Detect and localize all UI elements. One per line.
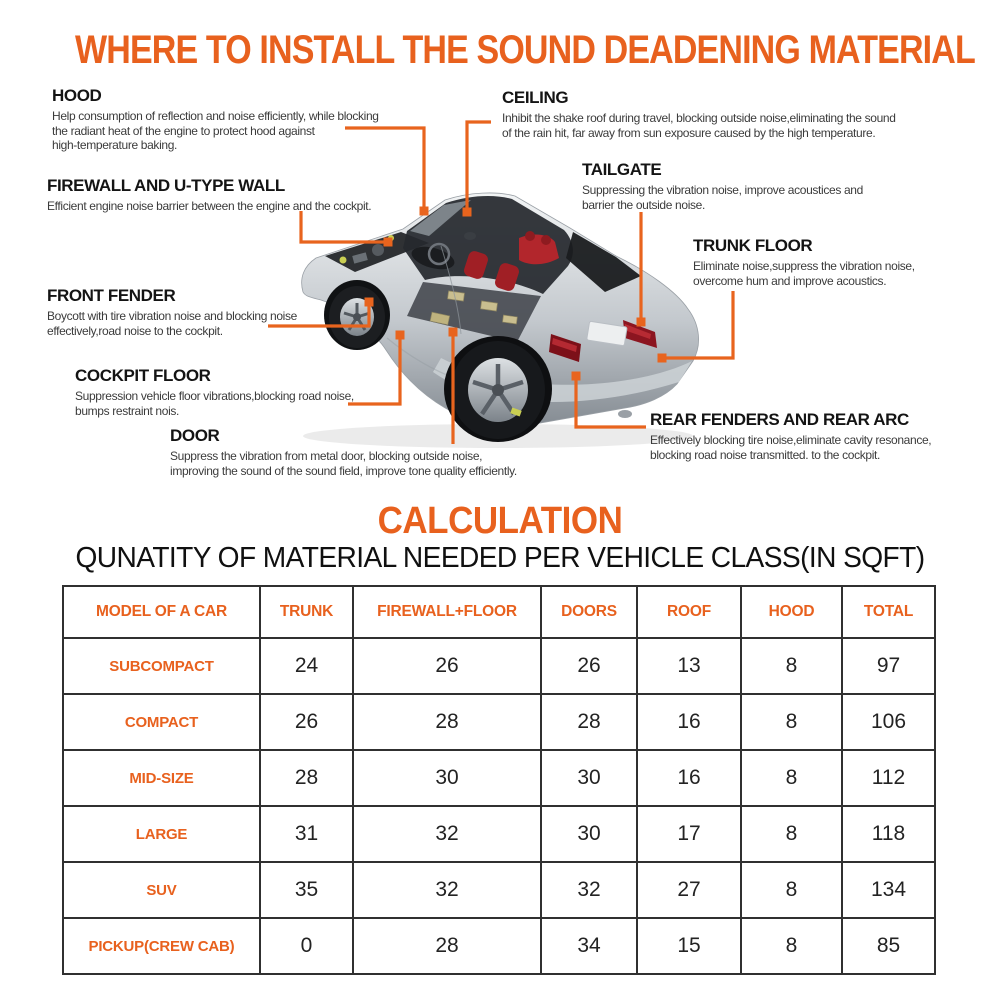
car-floor-cutaway bbox=[407, 282, 541, 342]
table-row: SUV 35 32 32 27 8 134 bbox=[62, 861, 936, 919]
annotation-door-description: Suppress the vibration from metal door, … bbox=[170, 449, 517, 478]
header-doors: DOORS bbox=[540, 585, 638, 639]
car-side-mirror bbox=[464, 232, 476, 240]
row-model: MID-SIZE bbox=[62, 749, 261, 807]
cell-roof: 16 bbox=[636, 749, 742, 807]
annotation-hood: HOOD Help consumption of reflection and … bbox=[52, 86, 379, 153]
page-title: WHERE TO INSTALL THE SOUND DEADENING MAT… bbox=[75, 28, 976, 72]
annotation-tailgate-label: TAILGATE bbox=[582, 160, 662, 179]
annotation-firewall-description: Efficient engine noise barrier between t… bbox=[47, 199, 372, 213]
annotation-trunk-floor: TRUNK FLOOR Eliminate noise,suppress the… bbox=[693, 236, 915, 288]
cell-hood: 8 bbox=[740, 917, 843, 975]
cell-firewall-floor: 32 bbox=[352, 861, 542, 919]
cell-trunk: 28 bbox=[259, 749, 354, 807]
cell-doors: 34 bbox=[540, 917, 638, 975]
annotation-ceiling-label: CEILING bbox=[502, 88, 569, 107]
table-row: SUBCOMPACT 24 26 26 13 8 97 bbox=[62, 637, 936, 695]
cell-roof: 27 bbox=[636, 861, 742, 919]
car-front-wheel bbox=[324, 280, 390, 350]
annotation-trunk-floor-description: Eliminate noise,suppress the vibration n… bbox=[693, 259, 915, 288]
annotation-front-fender-description: Boycott with tire vibration noise and bl… bbox=[47, 309, 297, 338]
table-row: PICKUP(CREW CAB) 0 28 34 15 8 85 bbox=[62, 917, 936, 975]
annotation-ceiling: CEILING Inhibit the shake roof during tr… bbox=[502, 88, 896, 140]
car-rear-wheel bbox=[444, 336, 552, 442]
header-firewall-floor: FIREWALL+FLOOR bbox=[352, 585, 542, 639]
row-model: SUV bbox=[62, 861, 261, 919]
cell-hood: 8 bbox=[740, 861, 843, 919]
annotation-rear-fenders: REAR FENDERS AND REAR ARC Effectively bl… bbox=[650, 410, 932, 462]
annotation-tailgate-description: Suppressing the vibration noise, improve… bbox=[582, 183, 863, 212]
annotation-cockpit-floor-label: COCKPIT FLOOR bbox=[75, 366, 211, 385]
quantity-table: MODEL OF A CAR TRUNK FIREWALL+FLOOR DOOR… bbox=[62, 585, 936, 975]
cell-doors: 28 bbox=[540, 693, 638, 751]
cell-firewall-floor: 30 bbox=[352, 749, 542, 807]
cell-trunk: 31 bbox=[259, 805, 354, 863]
cell-total: 112 bbox=[841, 749, 936, 807]
annotation-rear-fenders-label: REAR FENDERS AND REAR ARC bbox=[650, 410, 909, 429]
annotation-firewall: FIREWALL AND U-TYPE WALL Efficient engin… bbox=[47, 176, 372, 214]
car-trunk-opening bbox=[566, 232, 641, 292]
car-engine-bay bbox=[325, 232, 429, 272]
cell-hood: 8 bbox=[740, 805, 843, 863]
cell-firewall-floor: 32 bbox=[352, 805, 542, 863]
table-row: LARGE 31 32 30 17 8 118 bbox=[62, 805, 936, 863]
annotation-firewall-label: FIREWALL AND U-TYPE WALL bbox=[47, 176, 285, 195]
row-model: LARGE bbox=[62, 805, 261, 863]
row-model: SUBCOMPACT bbox=[62, 637, 261, 695]
cell-hood: 8 bbox=[740, 693, 843, 751]
header-hood: HOOD bbox=[740, 585, 843, 639]
car-cabin-cutaway bbox=[403, 195, 573, 294]
annotation-door-label: DOOR bbox=[170, 426, 220, 445]
cell-trunk: 26 bbox=[259, 693, 354, 751]
cell-hood: 8 bbox=[740, 749, 843, 807]
annotation-front-fender-label: FRONT FENDER bbox=[47, 286, 176, 305]
cell-total: 106 bbox=[841, 693, 936, 751]
header-trunk: TRUNK bbox=[259, 585, 354, 639]
cell-trunk: 0 bbox=[259, 917, 354, 975]
cell-total: 85 bbox=[841, 917, 936, 975]
cell-firewall-floor: 28 bbox=[352, 693, 542, 751]
cell-total: 118 bbox=[841, 805, 936, 863]
cell-doors: 30 bbox=[540, 805, 638, 863]
annotation-ceiling-description: Inhibit the shake roof during travel, bl… bbox=[502, 111, 896, 140]
header-total: TOTAL bbox=[841, 585, 936, 639]
annotation-cockpit-floor: COCKPIT FLOOR Suppression vehicle floor … bbox=[75, 366, 354, 418]
table-header-row: MODEL OF A CAR TRUNK FIREWALL+FLOOR DOOR… bbox=[62, 585, 936, 639]
annotation-rear-fenders-description: Effectively blocking tire noise,eliminat… bbox=[650, 433, 932, 462]
cell-firewall-floor: 26 bbox=[352, 637, 542, 695]
annotation-hood-label: HOOD bbox=[52, 86, 102, 105]
cell-roof: 17 bbox=[636, 805, 742, 863]
cell-hood: 8 bbox=[740, 637, 843, 695]
annotation-door: DOOR Suppress the vibration from metal d… bbox=[170, 426, 517, 478]
cell-roof: 15 bbox=[636, 917, 742, 975]
cell-doors: 30 bbox=[540, 749, 638, 807]
cell-trunk: 35 bbox=[259, 861, 354, 919]
annotation-tailgate: TAILGATE Suppressing the vibration noise… bbox=[582, 160, 863, 212]
annotation-front-fender: FRONT FENDER Boycott with tire vibration… bbox=[47, 286, 297, 338]
header-roof: ROOF bbox=[636, 585, 742, 639]
annotation-cockpit-floor-description: Suppression vehicle floor vibrations,blo… bbox=[75, 389, 354, 418]
cell-roof: 16 bbox=[636, 693, 742, 751]
table-row: MID-SIZE 28 30 30 16 8 112 bbox=[62, 749, 936, 807]
calculation-subtitle: QUNATITY OF MATERIAL NEEDED PER VEHICLE … bbox=[75, 542, 925, 574]
cell-total: 97 bbox=[841, 637, 936, 695]
calculation-title: CALCULATION bbox=[377, 500, 623, 542]
cell-firewall-floor: 28 bbox=[352, 917, 542, 975]
row-model: PICKUP(CREW CAB) bbox=[62, 917, 261, 975]
table-row: COMPACT 26 28 28 16 8 106 bbox=[62, 693, 936, 751]
annotation-trunk-floor-label: TRUNK FLOOR bbox=[693, 236, 813, 255]
annotation-hood-description: Help consumption of reflection and noise… bbox=[52, 109, 379, 153]
cell-doors: 26 bbox=[540, 637, 638, 695]
header-model: MODEL OF A CAR bbox=[62, 585, 261, 639]
cell-doors: 32 bbox=[540, 861, 638, 919]
cell-trunk: 24 bbox=[259, 637, 354, 695]
row-model: COMPACT bbox=[62, 693, 261, 751]
cell-total: 134 bbox=[841, 861, 936, 919]
cell-roof: 13 bbox=[636, 637, 742, 695]
